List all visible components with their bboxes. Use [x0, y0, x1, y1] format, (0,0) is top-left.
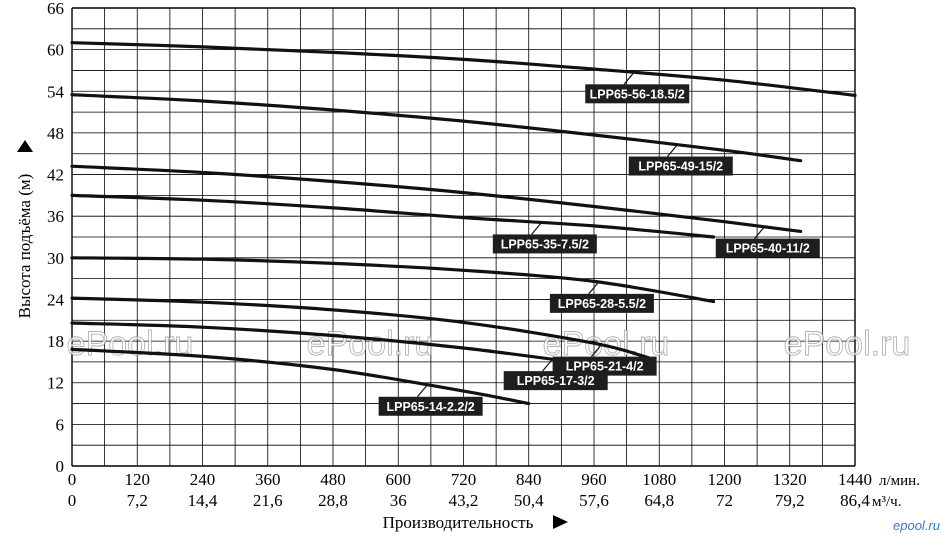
x2-tick-label: 86,4 [840, 491, 870, 510]
series-label-box [585, 84, 690, 104]
series-label: LPP65-49-15/2 [638, 160, 723, 174]
x2-tick-label: 0 [68, 491, 77, 510]
series-label-box [503, 371, 608, 391]
y-tick-label: 6 [56, 415, 65, 434]
series-line [70, 296, 650, 360]
watermark-text: ePool.ru [784, 325, 911, 363]
y-axis-arrow-icon [17, 140, 33, 152]
series-label-box [628, 156, 733, 176]
label-leader-line [542, 358, 553, 372]
label-leader-line [590, 344, 602, 358]
series-label: LPP65-17-3/2 [517, 374, 595, 388]
y-tick-label: 18 [47, 332, 64, 351]
x-tick-label: 0 [68, 470, 77, 489]
x2-tick-label: 43,2 [449, 491, 479, 510]
y-tick-label: 24 [47, 290, 65, 309]
series-label: LPP65-28-5.5/2 [558, 297, 646, 311]
x-tick-label: 720 [451, 470, 477, 489]
x-tick-label: 960 [581, 470, 607, 489]
series-line [70, 347, 531, 406]
series-label-box [552, 356, 657, 376]
grid [71, 7, 856, 467]
x-axis-label: Производительность [383, 513, 534, 532]
series-label: LPP65-14-2.2/2 [387, 400, 475, 414]
x2-tick-label: 21,6 [253, 491, 283, 510]
series-label-box [549, 293, 654, 313]
x2-tick-label: 7,2 [127, 491, 148, 510]
series-label: LPP65-21-4/2 [566, 360, 644, 374]
x2-tick-label: 50,4 [514, 491, 544, 510]
y-tick-label: 30 [47, 249, 64, 268]
x-tick-label: 1320 [773, 470, 807, 489]
x2-tick-label: 72 [716, 491, 733, 510]
x2-tick-label: 64,8 [644, 491, 674, 510]
x2-tick-label: 57,6 [579, 491, 609, 510]
y-tick-label: 54 [47, 82, 65, 101]
x-tick-label: 240 [190, 470, 216, 489]
y-tick-label: 60 [47, 41, 64, 60]
x-unit-secondary: м³/ч. [872, 494, 901, 510]
series-line [70, 41, 857, 97]
label-leader-line [531, 222, 543, 235]
watermark-text: ePool.ru [67, 325, 194, 363]
series-label-box [715, 238, 820, 258]
series-curves [70, 41, 857, 406]
x2-tick-label: 28,8 [318, 491, 348, 510]
x-tick-label: 600 [386, 470, 412, 489]
series-line [70, 193, 716, 239]
label-leader-line [623, 71, 635, 85]
x2-tick-label: 14,4 [188, 491, 218, 510]
y-axis-label: Высота подъёма (м) [15, 174, 34, 319]
series-labels: LPP65-56-18.5/2 LPP65-49-15/2 LPP65-40-11/… [378, 71, 820, 416]
x-unit-primary: л/мин. [879, 473, 920, 489]
label-leader-line [667, 144, 679, 157]
label-leader-line [416, 384, 428, 398]
x-tick-label: 840 [516, 470, 542, 489]
y-tick-label: 48 [47, 124, 64, 143]
x-axis-ticks: 0 120 240 360 480 600 720 840 960 1080 1200 1320 144… [68, 470, 872, 510]
x2-tick-label: 79,2 [775, 491, 805, 510]
x-tick-label: 120 [125, 470, 151, 489]
series-line [70, 93, 803, 163]
series-label: LPP65-35-7.5/2 [501, 237, 589, 251]
y-tick-label: 42 [47, 166, 64, 185]
x2-tick-label: 36 [390, 491, 407, 510]
x-tick-label: 1080 [642, 470, 676, 489]
x-tick-label: 1440 [838, 470, 872, 489]
series-line [70, 164, 803, 233]
x-tick-label: 480 [320, 470, 346, 489]
y-tick-label: 66 [47, 0, 64, 18]
series-label-box [492, 234, 597, 254]
series-label: LPP65-56-18.5/2 [590, 87, 685, 101]
series-line [70, 321, 585, 365]
brand-logo: epool.ru [893, 518, 940, 533]
series-label: LPP65-40-11/2 [726, 242, 810, 256]
y-tick-label: 12 [47, 374, 64, 393]
x-axis-arrow-icon [553, 515, 568, 529]
x-tick-label: 1200 [708, 470, 742, 489]
y-tick-label: 36 [47, 207, 64, 226]
series-line [70, 256, 716, 304]
y-tick-label: 0 [56, 457, 65, 476]
label-leader-line [588, 281, 600, 295]
y-axis-ticks: 0 6 12 18 24 30 36 42 48 54 60 66 [47, 0, 65, 476]
label-leader-line [754, 226, 766, 239]
series-label-box [378, 396, 483, 416]
x-tick-label: 360 [255, 470, 281, 489]
